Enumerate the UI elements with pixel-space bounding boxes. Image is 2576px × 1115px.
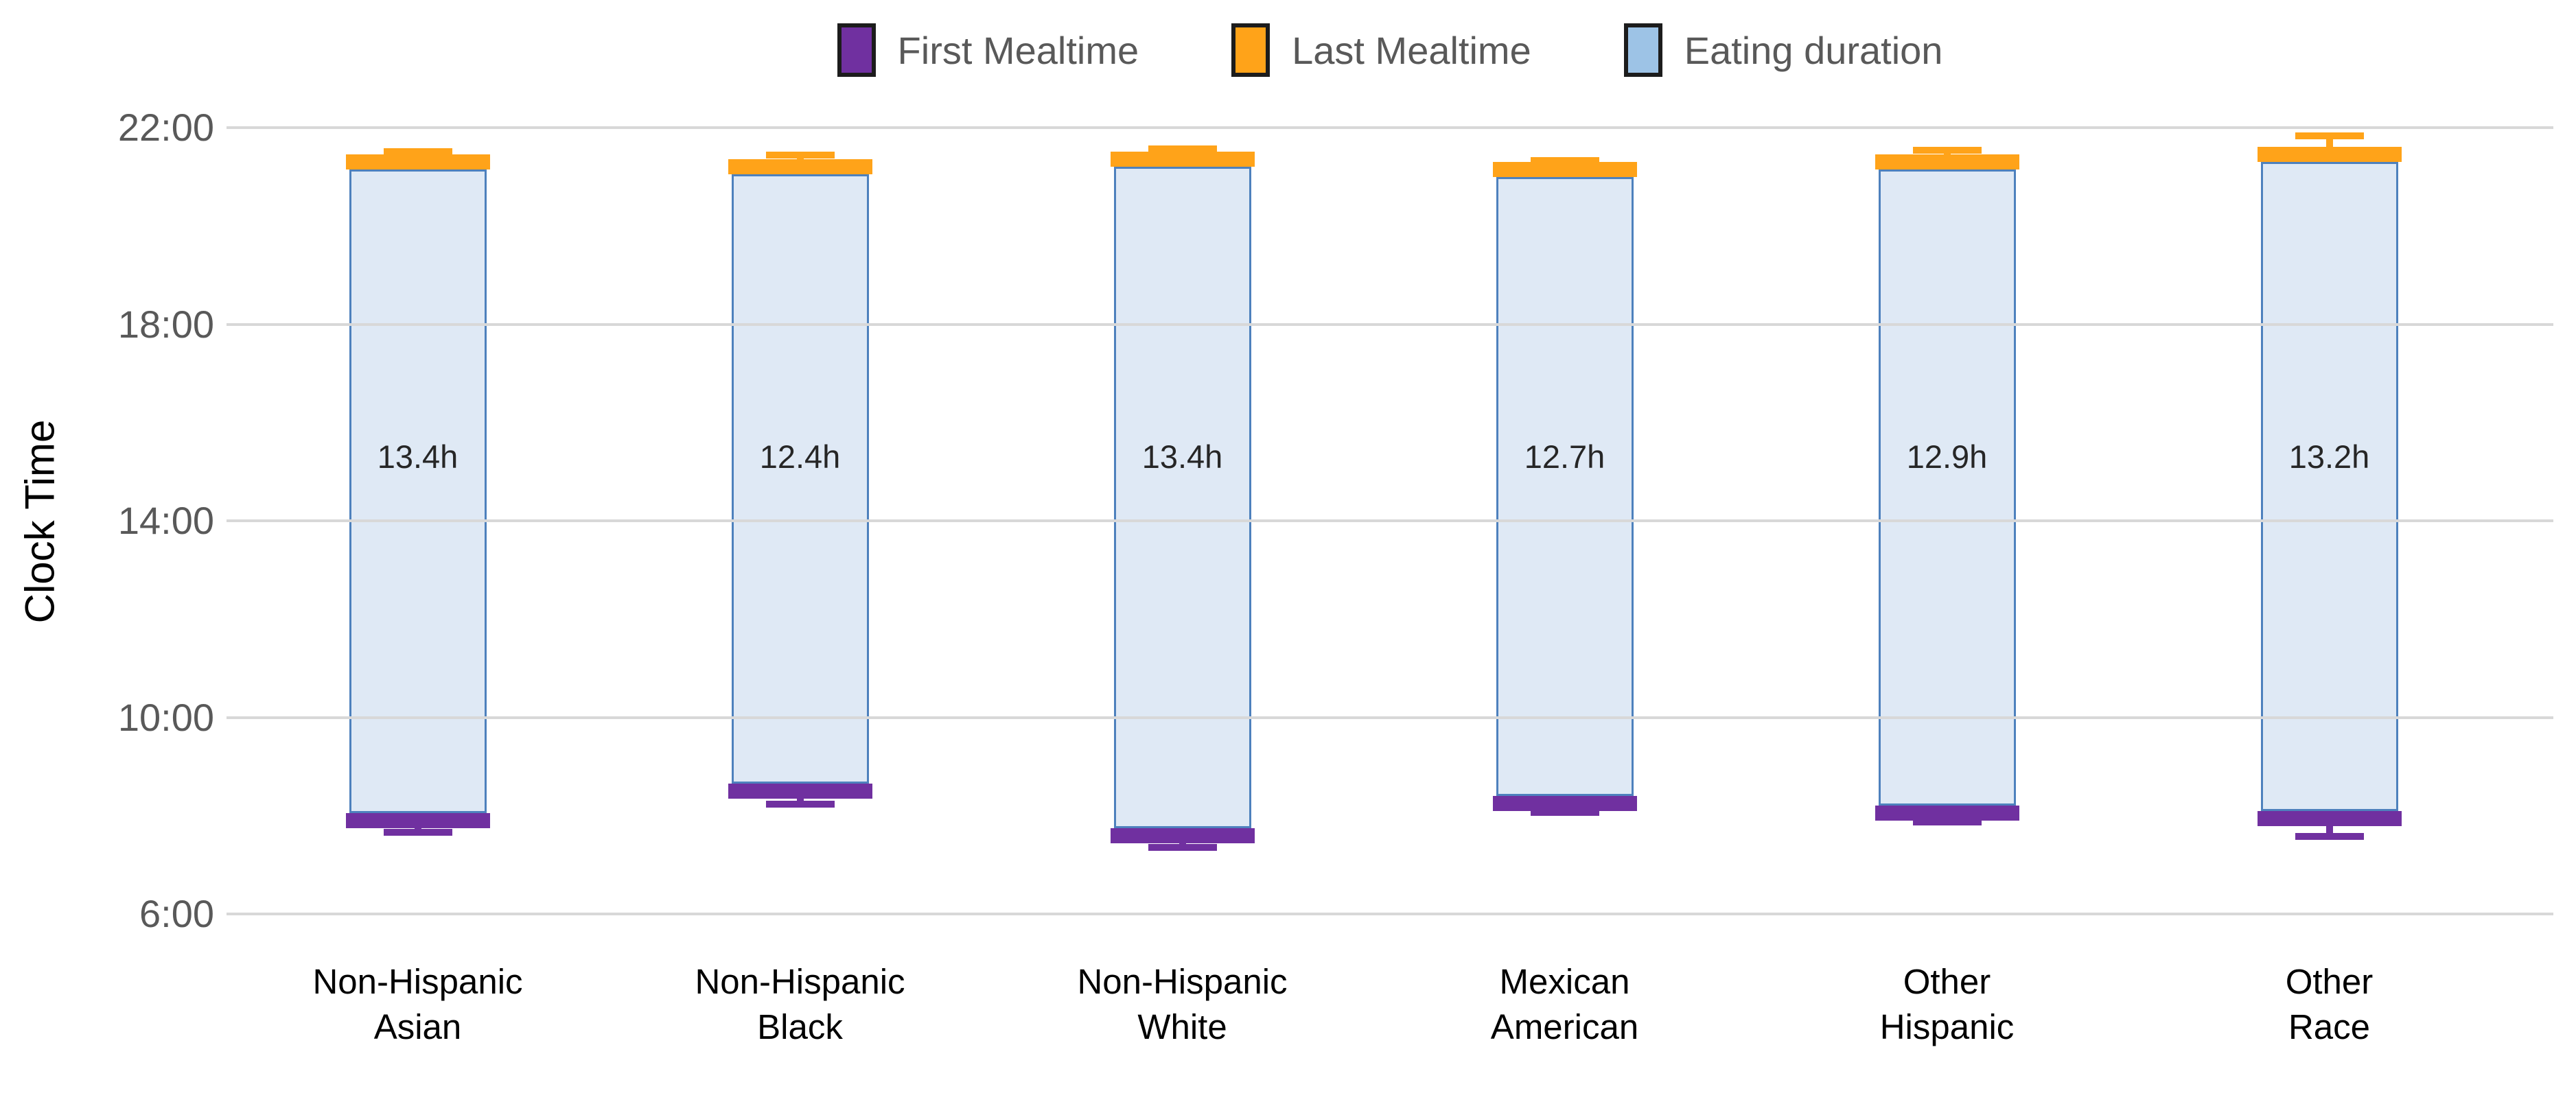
eating-duration-bar — [2260, 162, 2398, 811]
last-mealtime-cap — [2257, 147, 2402, 163]
x-axis-label-line: Asian — [373, 1007, 462, 1046]
y-tick-label: 14:00 — [117, 499, 214, 542]
legend-label: Eating duration — [1684, 28, 1943, 72]
gridline-14-00 — [227, 519, 2553, 522]
x-axis-label-line: American — [1490, 1007, 1639, 1046]
x-axis-label-non-hispanic-black: Non-Hispanic Black — [609, 959, 991, 1050]
x-axis-label-line: Hispanic — [1879, 1007, 2015, 1046]
last-mealtime-error-cap — [383, 148, 452, 155]
first-mealtime-cap — [345, 813, 490, 829]
first-mealtime-error-stem — [414, 828, 421, 836]
eating-duration-bar — [1878, 169, 2016, 806]
duration-value-label: 12.4h — [759, 438, 841, 475]
gridline-10-00 — [227, 716, 2553, 719]
eating-duration-bar — [1496, 176, 1634, 797]
last-mealtime-cap — [345, 154, 490, 169]
x-axis-label-line: Non-Hispanic — [1077, 962, 1288, 1001]
legend-label: First Mealtime — [897, 28, 1139, 72]
x-axis-label-line: Other — [2285, 962, 2374, 1001]
first-mealtime-error-stem — [1179, 843, 1186, 851]
last-mealtime-cap — [1110, 152, 1255, 167]
x-axis-label-non-hispanic-white: Non-Hispanic White — [991, 959, 1373, 1050]
last-mealtime-cap — [1492, 161, 1637, 177]
y-tick-label: 22:00 — [117, 106, 214, 149]
first-mealtime-error-stem — [796, 799, 804, 808]
last-mealtime-error-stem — [2325, 132, 2333, 148]
y-tick-label: 6:00 — [139, 892, 214, 935]
x-axis-label-other-hispanic: Other Hispanic — [1756, 959, 2138, 1050]
first-mealtime-cap — [1875, 806, 2019, 821]
x-axis-label-line: Mexican — [1499, 962, 1630, 1001]
eating-duration-bar — [731, 174, 869, 784]
last-mealtime-cap — [1875, 154, 2019, 169]
y-tick-label: 10:00 — [117, 695, 214, 739]
legend-swatch-icon — [1231, 23, 1270, 77]
legend-label: Last Mealtime — [1292, 28, 1531, 72]
eating-duration-bar — [349, 169, 487, 814]
x-axis-label-other-race: Other Race — [2138, 959, 2520, 1050]
x-axis-label-line: Race — [2288, 1007, 2371, 1046]
last-mealtime-error-cap — [1530, 156, 1599, 164]
duration-value-label: 13.2h — [2288, 438, 2370, 475]
first-mealtime-cap — [2257, 810, 2402, 826]
first-mealtime-error-cap — [1530, 809, 1599, 817]
duration-value-label: 12.7h — [1524, 438, 1605, 475]
first-mealtime-cap — [1492, 796, 1637, 812]
legend-item-first-mealtime: First Mealtime — [837, 23, 1139, 77]
first-mealtime-cap — [1110, 828, 1255, 843]
gridline-18-00 — [227, 322, 2553, 326]
last-mealtime-cap — [728, 159, 872, 175]
first-mealtime-error-stem — [2325, 825, 2333, 840]
x-axis-label-line: Non-Hispanic — [312, 962, 523, 1001]
y-tick-label: 18:00 — [117, 302, 214, 346]
last-mealtime-error-cap — [1148, 145, 1217, 153]
last-mealtime-error-stem — [1943, 146, 1951, 154]
x-axis-label-line: White — [1137, 1007, 1227, 1046]
gridline-6-00 — [227, 913, 2553, 915]
legend-item-last-mealtime: Last Mealtime — [1231, 23, 1531, 77]
duration-value-label: 13.4h — [1141, 438, 1223, 475]
plot-area: 13.4h 12.4h 13.4h 12.7h 12.9h 13.2h — [227, 126, 2553, 915]
legend-swatch-icon — [1623, 23, 1662, 77]
duration-value-label: 13.4h — [377, 438, 459, 475]
duration-value-label: 12.9h — [1906, 438, 1988, 475]
x-axis-label-line: Other — [1903, 962, 1991, 1001]
gridline-22-00 — [227, 126, 2553, 129]
x-axis-label-line: Black — [757, 1007, 843, 1046]
first-mealtime-error-cap — [1912, 819, 1982, 826]
eating-duration-bar — [1113, 167, 1251, 828]
x-axis-label-non-hispanic-asian: Non-Hispanic Asian — [227, 959, 609, 1050]
x-axis-label-line: Non-Hispanic — [695, 962, 905, 1001]
last-mealtime-error-stem — [796, 152, 804, 160]
legend-item-eating-duration: Eating duration — [1623, 23, 1943, 77]
legend-swatch-icon — [837, 23, 876, 77]
first-mealtime-cap — [728, 784, 872, 799]
x-axis-label-mexican-american: Mexican American — [1373, 959, 1756, 1050]
chart-legend: First Mealtime Last Mealtime Eating durati… — [227, 12, 2553, 88]
